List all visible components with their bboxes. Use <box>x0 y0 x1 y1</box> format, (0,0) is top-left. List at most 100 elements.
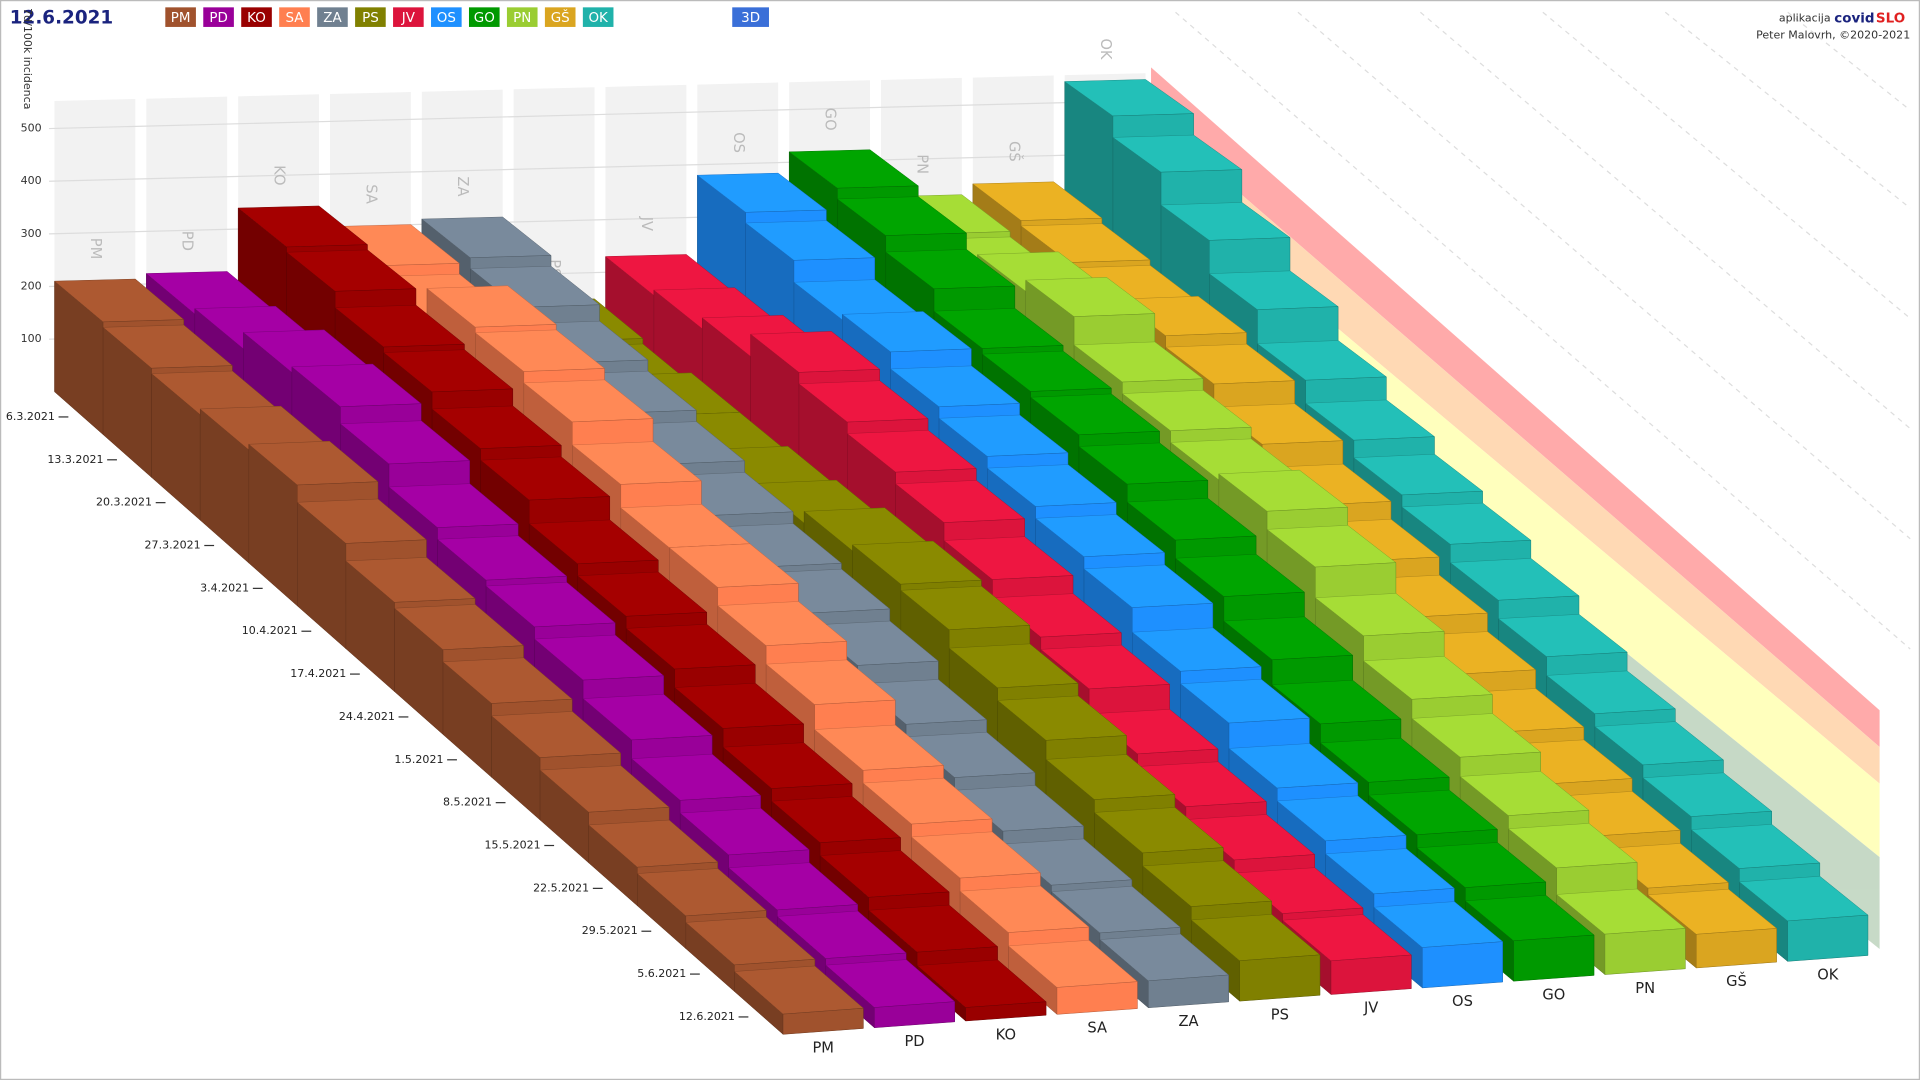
legend-swatch[interactable] <box>279 7 310 27</box>
bar-front <box>782 1007 864 1035</box>
bar-front <box>1787 914 1869 962</box>
bar-front <box>874 1001 955 1028</box>
legend-label[interactable]: GŠ <box>551 8 570 26</box>
legend-label[interactable]: JV <box>401 11 416 26</box>
credit-app-1: covid <box>1834 11 1874 26</box>
legend-swatch[interactable] <box>165 7 196 27</box>
credit-app-2: SLO <box>1876 11 1905 26</box>
legend-button[interactable]: PS <box>355 7 386 27</box>
view-button-label[interactable]: 3D <box>741 11 760 26</box>
region-label: PD <box>904 1033 924 1050</box>
legend-label[interactable]: PS <box>362 11 379 26</box>
guide-lines <box>1175 11 1911 650</box>
x-tick-label: 8.5.2021 <box>443 796 492 809</box>
legend-button[interactable]: KO <box>241 7 272 27</box>
region-label: JV <box>1363 1000 1378 1017</box>
legend-label[interactable]: PD <box>209 11 227 26</box>
bar-front <box>1148 974 1229 1009</box>
y-tick-label: 200 <box>21 280 42 293</box>
legend-swatch[interactable] <box>203 7 234 27</box>
y-tick-label: 300 <box>21 227 42 240</box>
region-label: SA <box>1087 1020 1107 1037</box>
bar <box>733 965 864 1035</box>
x-tick-label: 13.3.2021 <box>47 453 103 466</box>
legend-button[interactable]: OS <box>431 7 462 27</box>
legend-button[interactable]: JV <box>393 7 424 27</box>
grid-line <box>48 99 1152 130</box>
legend-label[interactable]: OS <box>437 11 456 26</box>
x-tick-label: 1.5.2021 <box>394 753 443 766</box>
legend-swatch[interactable] <box>582 7 614 27</box>
legend-button[interactable]: OK <box>582 7 614 27</box>
back-region-label: ZA <box>454 176 471 196</box>
bar-front <box>1330 954 1412 995</box>
legend-label[interactable]: OK <box>588 11 609 26</box>
legend-swatch[interactable] <box>468 7 500 27</box>
legend-swatch[interactable] <box>317 7 348 27</box>
region-label: GO <box>1542 986 1565 1003</box>
x-tick-label: 20.3.2021 <box>96 496 152 509</box>
legend: PM PD KO SA ZA PS JV OS GO PN GŠ OK <box>165 7 614 27</box>
back-region-label: GO <box>822 108 839 131</box>
x-tick-label: 3.4.2021 <box>200 581 249 594</box>
legend-swatch[interactable] <box>241 7 272 27</box>
legend-swatch[interactable] <box>431 7 462 27</box>
y-tick-label: 400 <box>21 174 42 187</box>
legend-swatch[interactable] <box>393 7 424 27</box>
legend-swatch[interactable] <box>506 7 538 27</box>
chart-title: 12.6.2021 <box>10 7 113 28</box>
legend-button[interactable]: PD <box>203 7 234 27</box>
y-axis-label: 7d/100k incidenca <box>21 8 34 109</box>
legend-label[interactable]: GO <box>474 11 495 26</box>
credit-author: Peter Malovrh, ©2020-2021 <box>1756 29 1910 42</box>
band-red <box>1151 67 1880 747</box>
bar <box>1007 940 1139 1015</box>
x-tick-label: 12.6.2021 <box>679 1010 735 1023</box>
legend-button[interactable]: GŠ <box>544 7 576 27</box>
region-label: ZA <box>1178 1013 1198 1030</box>
x-tick-label: 10.4.2021 <box>242 624 298 637</box>
legend-swatch[interactable] <box>355 7 386 27</box>
view-button-bg[interactable] <box>732 7 769 27</box>
legend-button[interactable]: ZA <box>317 7 348 27</box>
view-button[interactable]: 3D <box>732 7 769 27</box>
back-region-label: PN <box>913 154 930 174</box>
x-tick-label: 24.4.2021 <box>339 710 395 723</box>
guide <box>1664 11 1911 209</box>
bar-front <box>1239 954 1321 1002</box>
back-region-label: PM <box>87 238 104 260</box>
legend-swatch[interactable] <box>544 7 576 27</box>
x-tick-label: 6.3.2021 <box>6 410 55 423</box>
x-tick-label: 22.5.2021 <box>533 881 589 894</box>
bar-front <box>965 1001 1047 1022</box>
legend-label[interactable]: SA <box>285 11 304 26</box>
band-orange <box>1151 116 1880 784</box>
region-label: PM <box>812 1040 834 1057</box>
bar-front <box>1422 941 1503 989</box>
legend-button[interactable]: GO <box>468 7 500 27</box>
y-tick-label: 500 <box>21 122 42 135</box>
bar-front <box>1056 981 1138 1015</box>
legend-label[interactable]: KO <box>247 11 266 26</box>
x-tick-label: 15.5.2021 <box>485 839 541 852</box>
legend-label[interactable]: ZA <box>323 11 342 26</box>
legend-label[interactable]: PM <box>171 11 191 26</box>
back-region-label: OK <box>1097 38 1114 60</box>
guide <box>1297 11 1911 540</box>
y-tick-label: 100 <box>21 332 42 345</box>
region-label: KO <box>996 1026 1016 1043</box>
region-label: OS <box>1452 993 1473 1010</box>
bar-front <box>1604 928 1686 975</box>
legend-button[interactable]: PN <box>506 7 538 27</box>
region-label: GŠ <box>1726 972 1747 990</box>
bar-front <box>1513 934 1595 982</box>
legend-button[interactable]: PM <box>165 7 196 27</box>
guide <box>1787 11 1911 111</box>
back-region-label: KO <box>271 165 288 185</box>
x-tick-label: 17.4.2021 <box>290 667 346 680</box>
legend-label[interactable]: PN <box>513 11 531 26</box>
region-label: PN <box>1635 980 1655 997</box>
legend-button[interactable]: SA <box>279 7 310 27</box>
back-region-label: JV <box>638 216 655 231</box>
